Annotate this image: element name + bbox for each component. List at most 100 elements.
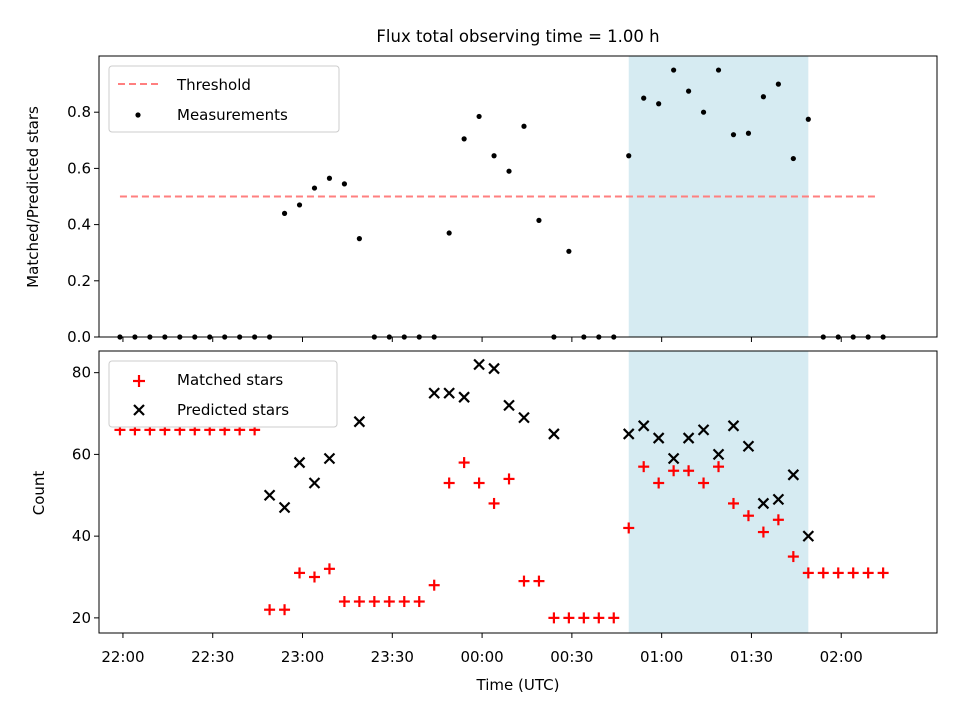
matched-star-point [473,477,485,489]
predicted-legend-icon [133,404,145,416]
matched-star-point [698,477,710,489]
measurement-point [446,230,452,236]
bottom-panel: 20 40 60 80 22:00 22:30 23:00 23:30 00:00 00:30 0… [30,350,938,694]
matched-star-point [608,612,620,624]
predicted-star-point [727,420,740,432]
predicted-star-point [428,387,440,399]
measurement-point [805,116,811,122]
predicted-points [263,358,815,542]
x-axis-label: Time (UTC) [476,676,560,694]
y-tick-label: 0.6 [67,159,91,177]
matched-star-point [443,477,455,489]
measurement-point [476,113,482,120]
top-legend-box [108,65,340,133]
y-tick-label: 0.8 [67,103,91,121]
y-tick-label: 0.4 [67,216,91,234]
matched-star-point [338,596,350,608]
y-tick-label: 40 [72,527,91,545]
matched-star-point [847,567,859,579]
matched-star-point [353,596,365,608]
matched-star-point [308,571,320,583]
matched-star-point [757,526,769,538]
x-tick-label: 22:30 [191,648,234,666]
predicted-star-point [742,440,755,453]
measurement-legend-icon [135,112,141,118]
bottom-axes-frame [98,350,938,634]
predicted-star-point [353,415,366,428]
predicted-star-point [637,420,650,432]
legend-label-predicted: Predicted stars [177,401,289,419]
measurement-point [790,155,796,162]
legend-label-measurements: Measurements [177,106,288,124]
bottom-legend: Matched stars Predicted stars [108,360,338,428]
measurement-point [311,185,318,191]
predicted-star-point [308,477,321,489]
measurement-point [566,248,572,254]
predicted-star-point [682,432,695,444]
measurement-point [656,101,662,107]
matched-star-point [862,567,874,579]
matched-star-point [518,575,530,587]
top-y-axis-label: Matched/Predicted stars [24,106,42,288]
matched-star-point [368,596,380,608]
matched-star-point [623,522,635,534]
y-tick-label: 20 [72,609,91,627]
x-tick-label: 02:00 [820,648,863,666]
y-tick-label: 60 [72,445,91,463]
measurement-point [296,202,303,208]
x-tick-label: 00:00 [460,648,503,666]
bottom-y-ticks: 20 40 60 80 [72,364,99,627]
predicted-star-point [458,391,470,403]
x-tick-label: 23:00 [281,648,324,666]
matched-star-point [428,579,440,591]
matched-star-point [877,567,889,579]
matched-star-point [264,604,276,616]
top-x-ticks [122,337,842,342]
matched-star-point [683,465,695,477]
matched-star-point [727,497,739,509]
predicted-star-point [503,399,515,412]
bottom-y-axis-label: Count [30,471,48,516]
predicted-star-point [323,452,336,465]
predicted-star-point [488,362,500,375]
x-tick-label: 23:30 [371,648,414,666]
measurement-point [506,168,512,174]
matched-star-point [713,461,725,473]
top-panel: 0.00.20.40.60.8 Matched/Predicted stars … [24,55,938,346]
predicted-star-point [772,493,785,506]
matched-star-point [503,473,515,485]
matched-star-point [323,563,335,575]
predicted-star-point [518,411,530,424]
matched-star-point [488,497,500,509]
y-tick-label: 0.2 [67,272,91,290]
chart-title: Flux total observing time = 1.00 h [376,27,659,46]
predicted-star-point [293,456,306,469]
predicted-star-point [802,530,815,542]
predicted-star-point [473,358,485,371]
x-tick-label: 22:00 [101,648,144,666]
measurement-point [491,153,497,159]
predicted-star-point [712,448,725,461]
measurement-point [760,94,767,100]
matched-star-point [398,596,410,608]
top-y-ticks: 0.0 0.2 0.4 0.6 0.8 [67,103,99,346]
measurement-point [775,81,781,87]
matched-star-point [413,596,425,608]
top-legend: Threshold Measurements [108,65,340,133]
measurement-point [341,181,348,187]
predicted-star-point [652,432,665,444]
matched-star-point [563,612,575,624]
matched-legend-icon [133,375,145,387]
bottom-x-ticks: 22:00 22:30 23:00 23:30 00:00 00:30 01:00 01:30… [101,633,863,666]
measurement-point [461,136,467,142]
measurement-point [730,132,737,138]
predicted-star-point [757,497,770,510]
x-tick-label: 00:30 [550,648,593,666]
legend-label-threshold: Threshold [176,76,251,94]
measurement-point [641,95,647,101]
measurement-point [685,88,692,94]
matched-star-point [772,514,784,526]
matched-star-point [578,612,590,624]
matched-star-point [802,567,814,579]
